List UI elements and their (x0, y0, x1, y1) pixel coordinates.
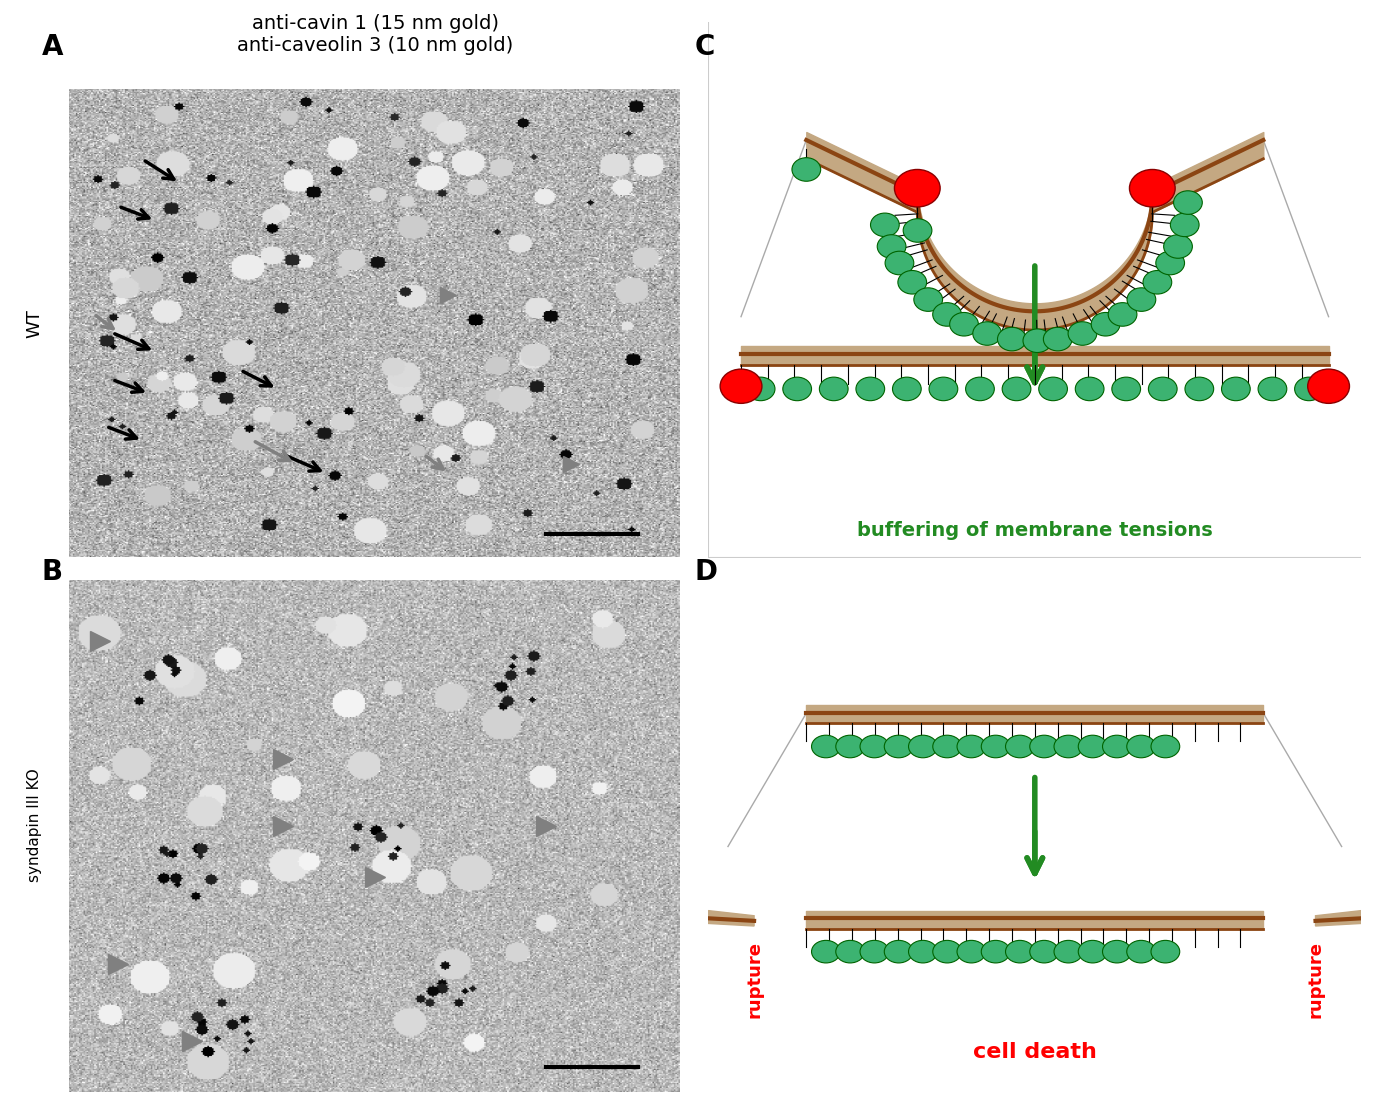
Circle shape (878, 235, 906, 259)
Circle shape (1171, 213, 1199, 236)
Circle shape (1295, 377, 1324, 400)
Circle shape (1174, 191, 1203, 214)
Circle shape (1149, 377, 1176, 400)
Circle shape (720, 369, 763, 404)
Circle shape (908, 940, 938, 963)
Circle shape (1111, 377, 1140, 400)
Circle shape (1006, 940, 1035, 963)
Circle shape (1054, 735, 1083, 758)
Text: syndapin III KO: syndapin III KO (28, 768, 42, 882)
Circle shape (1185, 377, 1214, 400)
Circle shape (746, 377, 775, 400)
Circle shape (903, 219, 932, 242)
Circle shape (957, 940, 986, 963)
Polygon shape (708, 911, 754, 925)
Circle shape (1078, 735, 1107, 758)
Polygon shape (1315, 911, 1361, 925)
Circle shape (811, 940, 840, 963)
Circle shape (914, 288, 943, 311)
Text: D: D (694, 558, 718, 585)
Circle shape (1001, 377, 1031, 400)
Text: buffering of membrane tensions: buffering of membrane tensions (857, 521, 1213, 541)
Circle shape (908, 735, 938, 758)
Circle shape (1151, 735, 1179, 758)
Circle shape (997, 328, 1026, 351)
Text: B: B (42, 558, 63, 585)
Circle shape (929, 377, 958, 400)
Text: C: C (694, 33, 715, 61)
Circle shape (933, 735, 961, 758)
Circle shape (836, 735, 864, 758)
Circle shape (783, 377, 811, 400)
Circle shape (1164, 235, 1192, 259)
Circle shape (981, 940, 1010, 963)
Text: cell death: cell death (972, 1041, 1097, 1061)
Circle shape (1029, 940, 1058, 963)
Circle shape (1143, 271, 1172, 294)
Circle shape (965, 377, 995, 400)
Circle shape (895, 169, 940, 207)
Circle shape (1029, 735, 1058, 758)
Circle shape (1103, 940, 1131, 963)
Circle shape (1307, 369, 1350, 404)
Circle shape (972, 322, 1001, 346)
Circle shape (811, 735, 840, 758)
Circle shape (1126, 288, 1156, 311)
Circle shape (1043, 328, 1072, 351)
Text: rupture: rupture (1307, 941, 1325, 1018)
Circle shape (1221, 377, 1250, 400)
Text: anti-cavin 1 (15 nm gold)
anti-caveolin 3 (10 nm gold): anti-cavin 1 (15 nm gold) anti-caveolin … (238, 14, 513, 55)
Circle shape (820, 377, 849, 400)
Circle shape (860, 940, 889, 963)
Circle shape (957, 735, 986, 758)
Circle shape (1156, 251, 1185, 274)
Circle shape (1078, 940, 1107, 963)
Circle shape (792, 157, 821, 182)
Circle shape (1054, 940, 1083, 963)
Circle shape (1126, 940, 1156, 963)
Text: WT: WT (26, 309, 43, 338)
Circle shape (981, 735, 1010, 758)
Circle shape (1129, 169, 1175, 207)
Circle shape (836, 940, 864, 963)
Circle shape (932, 302, 961, 327)
Circle shape (885, 251, 914, 274)
Circle shape (1103, 735, 1131, 758)
Circle shape (1108, 302, 1138, 327)
Circle shape (871, 213, 899, 236)
Circle shape (1126, 735, 1156, 758)
Circle shape (885, 735, 913, 758)
Circle shape (1092, 312, 1120, 336)
Circle shape (1024, 329, 1051, 352)
Text: rupture: rupture (745, 941, 763, 1018)
Circle shape (885, 940, 913, 963)
Circle shape (1068, 322, 1097, 346)
Circle shape (860, 735, 889, 758)
Circle shape (856, 377, 885, 400)
Circle shape (897, 271, 926, 294)
Circle shape (1039, 377, 1068, 400)
Circle shape (1006, 735, 1035, 758)
Circle shape (933, 940, 961, 963)
Circle shape (1075, 377, 1104, 400)
Circle shape (893, 377, 921, 400)
Circle shape (950, 312, 978, 336)
Circle shape (1151, 940, 1179, 963)
Circle shape (1258, 377, 1286, 400)
Text: A: A (42, 33, 63, 61)
